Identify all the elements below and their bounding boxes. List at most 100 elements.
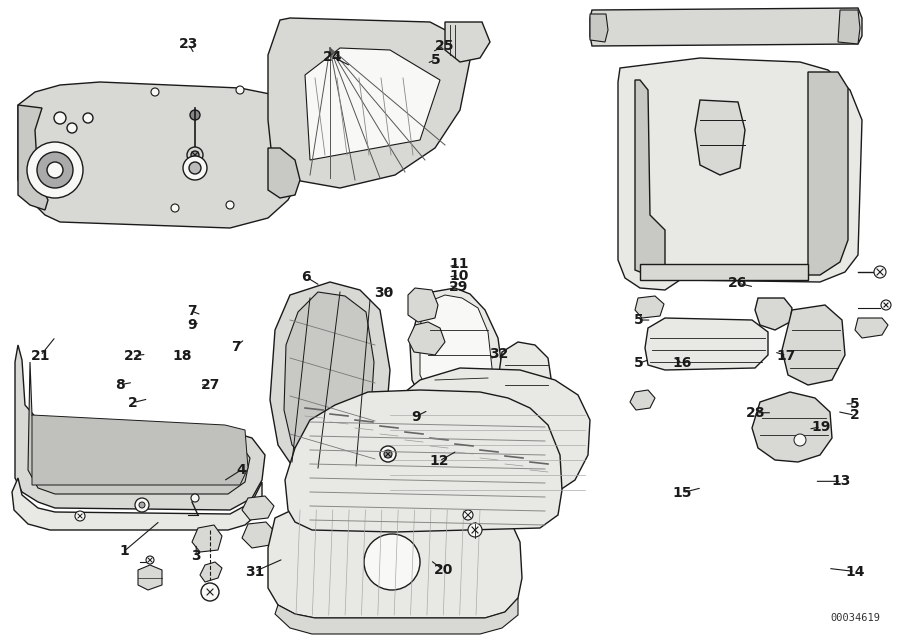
Polygon shape <box>28 362 250 494</box>
Polygon shape <box>755 298 792 330</box>
Text: 19: 19 <box>811 420 831 434</box>
Text: 4: 4 <box>237 463 246 477</box>
Text: 14: 14 <box>845 565 865 578</box>
Circle shape <box>54 112 66 124</box>
Text: 5: 5 <box>431 53 440 67</box>
Circle shape <box>47 162 63 178</box>
Polygon shape <box>465 412 478 484</box>
Circle shape <box>183 156 207 180</box>
Text: 15: 15 <box>672 486 692 500</box>
Text: 5: 5 <box>850 397 860 411</box>
Polygon shape <box>268 148 300 198</box>
Polygon shape <box>275 598 518 634</box>
Circle shape <box>67 123 77 133</box>
Circle shape <box>201 583 219 601</box>
Polygon shape <box>32 415 248 485</box>
Text: 2: 2 <box>850 408 860 422</box>
Polygon shape <box>242 496 274 520</box>
Polygon shape <box>284 292 374 468</box>
Text: 20: 20 <box>434 563 454 577</box>
Text: 13: 13 <box>832 474 851 488</box>
Circle shape <box>380 446 396 462</box>
Polygon shape <box>695 100 745 175</box>
Text: 27: 27 <box>201 378 220 392</box>
Text: 8: 8 <box>115 378 124 392</box>
Circle shape <box>75 511 85 521</box>
Text: 9: 9 <box>411 410 420 424</box>
Polygon shape <box>630 390 655 410</box>
Polygon shape <box>590 14 608 42</box>
Text: 30: 30 <box>374 286 393 300</box>
Circle shape <box>881 300 891 310</box>
Circle shape <box>236 86 244 94</box>
Circle shape <box>37 152 73 188</box>
Circle shape <box>226 201 234 209</box>
Polygon shape <box>640 264 808 280</box>
Text: 1: 1 <box>120 544 129 558</box>
Polygon shape <box>242 522 275 548</box>
Polygon shape <box>645 318 768 370</box>
Polygon shape <box>420 295 492 406</box>
Polygon shape <box>432 408 540 498</box>
Circle shape <box>468 523 482 537</box>
Polygon shape <box>498 342 552 410</box>
Circle shape <box>874 266 886 278</box>
Polygon shape <box>618 58 862 290</box>
Circle shape <box>189 162 201 174</box>
Polygon shape <box>635 80 665 280</box>
Text: 6: 6 <box>302 270 310 284</box>
Circle shape <box>146 556 154 564</box>
Text: 7: 7 <box>187 304 196 318</box>
Polygon shape <box>808 72 848 275</box>
Polygon shape <box>432 450 462 475</box>
Polygon shape <box>268 506 522 618</box>
Circle shape <box>794 434 806 446</box>
Text: 3: 3 <box>192 549 201 563</box>
Circle shape <box>171 204 179 212</box>
Text: 17: 17 <box>777 349 797 363</box>
Text: 29: 29 <box>449 280 469 294</box>
Text: 2: 2 <box>129 396 138 410</box>
Text: 5: 5 <box>634 313 644 327</box>
Text: 5: 5 <box>634 356 644 370</box>
Circle shape <box>463 510 473 520</box>
Polygon shape <box>12 478 262 530</box>
Circle shape <box>83 113 93 123</box>
Text: 23: 23 <box>179 37 199 51</box>
Text: 11: 11 <box>449 257 469 271</box>
Text: 9: 9 <box>187 318 196 332</box>
Polygon shape <box>782 305 845 385</box>
Circle shape <box>151 88 159 96</box>
Polygon shape <box>200 562 222 582</box>
Polygon shape <box>15 345 265 510</box>
Text: 7: 7 <box>231 340 240 354</box>
Polygon shape <box>18 105 48 210</box>
Polygon shape <box>268 18 470 188</box>
Circle shape <box>187 147 203 163</box>
Text: 32: 32 <box>489 347 508 361</box>
Circle shape <box>190 110 200 120</box>
Text: 12: 12 <box>429 454 449 468</box>
Polygon shape <box>410 288 502 416</box>
Text: 28: 28 <box>746 406 766 420</box>
Polygon shape <box>285 390 562 532</box>
Circle shape <box>384 450 392 458</box>
Circle shape <box>191 151 199 159</box>
Circle shape <box>27 142 83 198</box>
Polygon shape <box>270 282 390 480</box>
Polygon shape <box>380 368 590 510</box>
Text: 21: 21 <box>31 349 50 363</box>
Text: 24: 24 <box>323 50 343 64</box>
Polygon shape <box>445 22 490 62</box>
Text: 22: 22 <box>123 349 143 363</box>
Text: 10: 10 <box>449 269 469 283</box>
Polygon shape <box>192 525 222 552</box>
Text: 16: 16 <box>672 356 692 370</box>
Polygon shape <box>475 446 502 472</box>
Circle shape <box>135 498 149 512</box>
Polygon shape <box>855 318 888 338</box>
Polygon shape <box>408 322 445 355</box>
Polygon shape <box>590 8 862 46</box>
Polygon shape <box>138 565 162 590</box>
Text: 26: 26 <box>728 276 748 290</box>
